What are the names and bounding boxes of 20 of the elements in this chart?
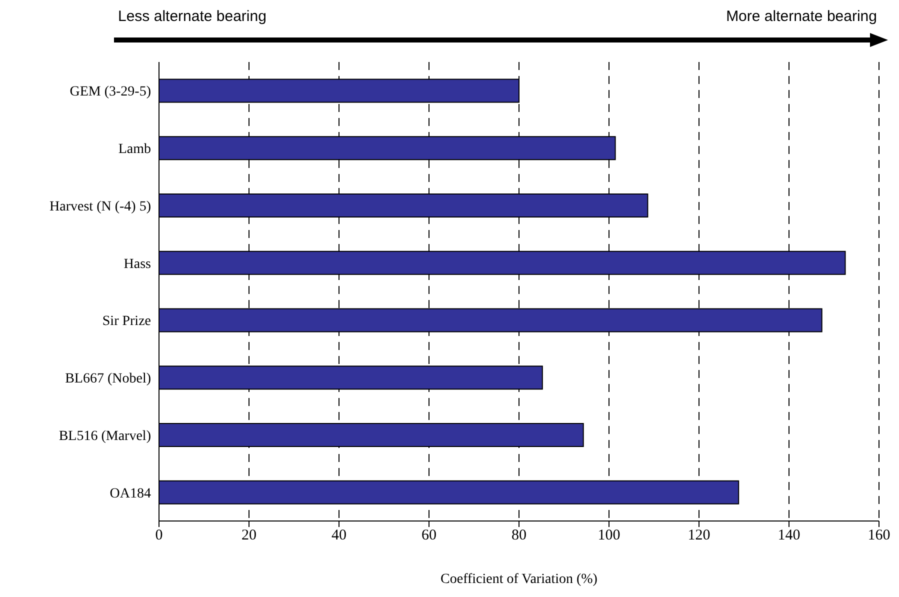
- x-tick-label: 60: [422, 528, 436, 544]
- y-tick-label: BL516 (Marvel): [58, 428, 152, 444]
- x-tick-label: 80: [512, 528, 526, 544]
- x-tick-label: 20: [242, 528, 256, 544]
- y-tick-label: Hass: [124, 256, 151, 272]
- y-tick-label: BL667 (Nobel): [65, 372, 152, 387]
- x-tick-label: 40: [332, 528, 346, 544]
- x-tick-label: 120: [688, 528, 710, 544]
- x-tick-label: 140: [778, 528, 800, 544]
- x-tick-label: 100: [598, 528, 620, 544]
- y-tick-label: Sir Prize: [102, 314, 151, 330]
- text: More alternate bearing: [726, 8, 877, 25]
- text: Less alternate bearing: [118, 8, 266, 25]
- y-tick-label: GEM (3-29-5): [70, 84, 152, 100]
- x-tick-label: 0: [155, 528, 163, 544]
- x-tick-label: 160: [868, 528, 890, 544]
- x-axis-title: Coefficient of Variation (%): [440, 572, 598, 587]
- y-tick-label: Harvest (N (-4) 5): [50, 199, 152, 214]
- y-tick-label: OA184: [110, 486, 151, 502]
- y-tick-label: Lamb: [118, 142, 151, 158]
